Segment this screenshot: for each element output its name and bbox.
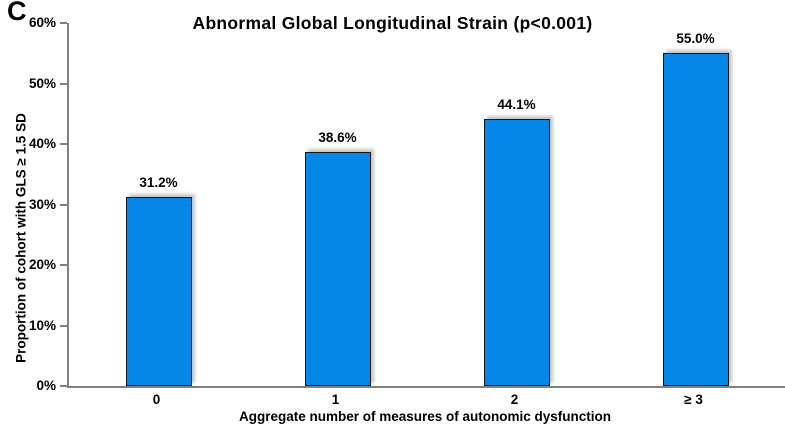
y-tick-label: 0% bbox=[36, 378, 56, 393]
bar bbox=[662, 53, 729, 386]
chart-title: Abnormal Global Longitudinal Strain (p<0… bbox=[192, 13, 593, 33]
bar bbox=[125, 197, 192, 386]
y-tick-label: 40% bbox=[28, 136, 56, 151]
bar-value-label: 31.2% bbox=[139, 175, 178, 191]
x-tick-label: 0 bbox=[152, 392, 161, 407]
y-tick-mark bbox=[60, 143, 67, 145]
y-tick-mark bbox=[60, 324, 67, 327]
x-tick-label: 1 bbox=[331, 392, 340, 407]
panel-label: C bbox=[7, 0, 27, 26]
bar-value-label: 38.6% bbox=[318, 130, 357, 146]
bar-value-label: 44.1% bbox=[497, 97, 536, 113]
y-tick-mark bbox=[60, 82, 67, 85]
y-tick-label: 60% bbox=[28, 15, 56, 30]
bar-slot: 55.0% bbox=[606, 23, 785, 386]
y-tick-mark bbox=[60, 22, 67, 24]
y-tick-label: 30% bbox=[28, 196, 56, 212]
bar bbox=[304, 152, 371, 386]
bar-value-label: 55.0% bbox=[676, 31, 715, 47]
bar bbox=[483, 119, 550, 386]
y-tick-mark bbox=[60, 203, 67, 206]
bar-slot: 31.2% bbox=[69, 23, 248, 386]
y-tick-mark bbox=[60, 385, 67, 387]
y-tick-mark bbox=[60, 264, 67, 266]
plot-area: 31.2% 38.6% 44.1% 55.0% bbox=[67, 23, 785, 388]
bar-slot: 38.6% bbox=[248, 23, 427, 386]
x-tick-label: ≥ 3 bbox=[684, 392, 703, 407]
x-tick-label: 2 bbox=[510, 392, 519, 407]
x-axis-title: Aggregate number of measures of autonomi… bbox=[238, 409, 612, 424]
bar-slot: 44.1% bbox=[427, 23, 606, 386]
y-tick-label: 10% bbox=[28, 317, 56, 333]
y-tick-label: 20% bbox=[28, 257, 56, 272]
y-tick-label: 50% bbox=[28, 75, 56, 91]
